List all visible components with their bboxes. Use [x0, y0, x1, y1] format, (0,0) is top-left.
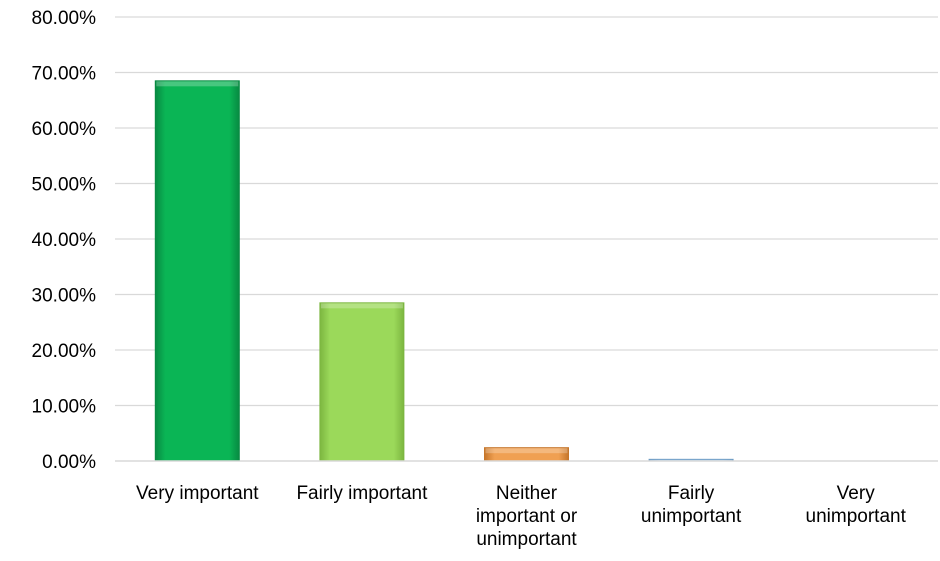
bar	[484, 447, 569, 462]
x-category-label-line: Fairly	[668, 483, 715, 504]
y-tick-label: 80.00%	[32, 8, 97, 29]
x-category-label: Fairly important	[296, 483, 428, 504]
bar-rect	[154, 80, 240, 462]
bar-highlight	[485, 448, 568, 454]
x-category-label-line: Neither	[496, 483, 558, 504]
y-tick-label: 0.00%	[42, 452, 96, 473]
y-tick-label: 60.00%	[32, 119, 97, 140]
x-category-label-line: Fairly important	[296, 483, 428, 504]
x-category-label-line: Very important	[136, 483, 259, 504]
y-tick-label: 20.00%	[32, 341, 97, 362]
x-axis-category-labels: Very important Fairly important Neither imp…	[136, 483, 907, 550]
x-category-label-line: Very	[837, 483, 876, 504]
x-category-label: Neither important or unimportant	[476, 483, 578, 550]
x-category-label: Very unimportant	[806, 483, 907, 527]
x-category-label: Very important	[136, 483, 259, 504]
gridlines	[115, 16, 938, 407]
y-axis-tick-labels: 0.00% 10.00% 20.00% 30.00% 40.00% 50.00% 60.00…	[32, 8, 97, 473]
y-tick-label: 10.00%	[32, 397, 97, 418]
x-category-label-line: unimportant	[641, 506, 742, 527]
y-tick-label: 50.00%	[32, 175, 97, 196]
bars	[154, 80, 734, 462]
bar-rect	[319, 302, 405, 462]
x-category-label: Fairly unimportant	[641, 483, 742, 527]
y-tick-label: 30.00%	[32, 286, 97, 307]
y-tick-label: 40.00%	[32, 230, 97, 251]
bar	[319, 302, 405, 462]
x-category-label-line: unimportant	[476, 529, 577, 550]
x-category-label-line: unimportant	[806, 506, 907, 527]
bar-highlight	[156, 81, 239, 87]
x-category-label-line: important or	[476, 506, 578, 527]
bar-highlight	[320, 303, 403, 309]
y-tick-label: 70.00%	[32, 64, 97, 85]
bar	[154, 80, 240, 462]
